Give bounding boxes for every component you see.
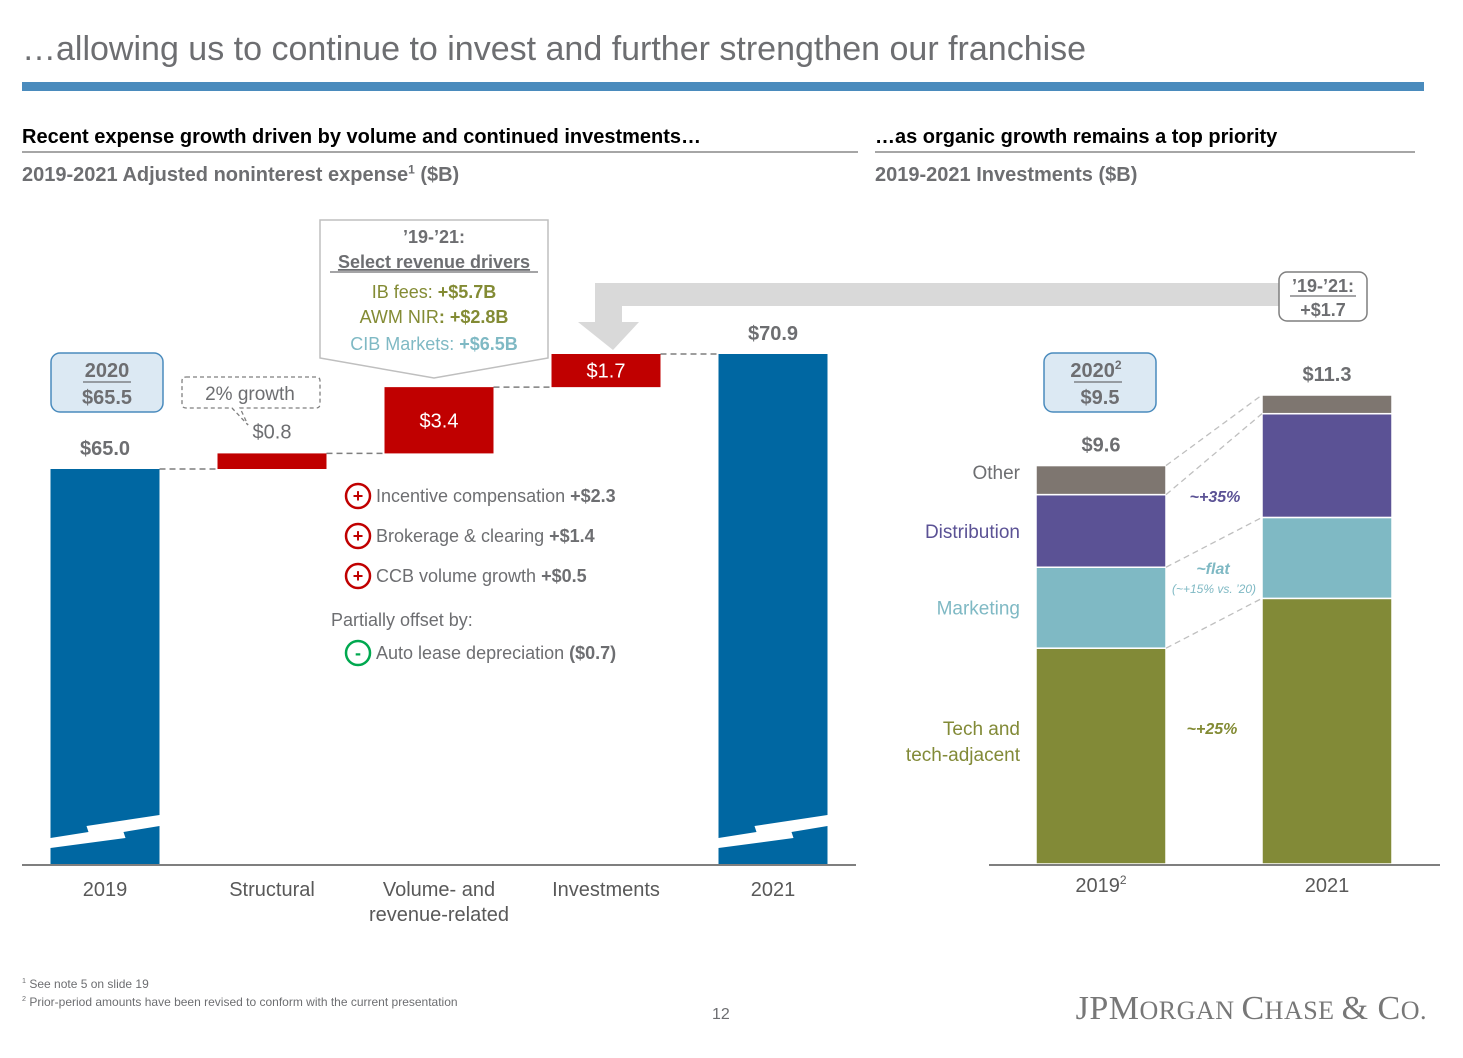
sign-glyph: - — [355, 643, 361, 663]
stack-connector — [1165, 413, 1263, 496]
annotation-tech-growth: ~+25% — [1187, 721, 1238, 738]
sign-glyph: + — [353, 566, 364, 586]
legend-label: Marketing — [937, 599, 1020, 620]
legend-label: Tech and — [943, 719, 1020, 740]
waterfall-bar-3 — [551, 354, 661, 388]
minus-circle-icon — [344, 639, 372, 667]
annotation-distribution-growth: ~+35% — [1190, 489, 1241, 506]
annotation-marketing-vs-2020: (~+15% vs. ’20) — [1172, 582, 1256, 596]
driver-item: Incentive compensation +$2.3 — [376, 486, 616, 506]
waterfall-chart: $65.0 2019 $0.8 Structural $3.4 Volume- and re… — [22, 323, 856, 926]
page-number: 12 — [712, 1006, 730, 1023]
waterfall-category-label: 2019 — [83, 879, 128, 901]
connector-arrow — [578, 283, 1280, 350]
legend-label: Other — [972, 463, 1020, 484]
delta-period: ’19-’21: — [1292, 276, 1354, 296]
callout-2020-expense: 2020 $65.5 — [50, 352, 164, 413]
callout-period: ’19-’21: — [403, 227, 465, 247]
stack-segment-distribution — [1035, 493, 1167, 568]
right-heading-rule — [875, 151, 1415, 153]
axis-break-mark — [50, 815, 160, 848]
waterfall-category-label: Volume- and — [383, 879, 495, 901]
waterfall-data-label: $1.7 — [587, 361, 626, 383]
callout-item-ib-fees: IB fees: +$5.7B — [372, 282, 497, 302]
waterfall-bar-0 — [50, 469, 160, 864]
waterfall-bar-1 — [217, 453, 327, 469]
plus-circle-icon — [344, 522, 372, 550]
waterfall-bar-2 — [384, 387, 494, 454]
driver-item: Brokerage & clearing +$1.4 — [376, 526, 595, 546]
waterfall-data-label: $65.0 — [80, 438, 130, 460]
stack-segment-tech-and-tech-adjacent — [1261, 597, 1393, 865]
growth-callout-text: 2% growth — [205, 384, 295, 405]
left-chart-subtitle: 2019-2021 Adjusted noninterest expense1 … — [22, 162, 460, 187]
legend-label: Distribution — [925, 522, 1020, 543]
waterfall-category-label: Structural — [229, 879, 315, 901]
callout-2020-year-right: 20202 — [1070, 358, 1122, 382]
stack-segment-marketing — [1035, 566, 1167, 649]
offset-label: Partially offset by: — [331, 610, 473, 630]
waterfall-category-label: 2021 — [751, 879, 796, 901]
driver-item: CCB volume growth +$0.5 — [376, 566, 587, 586]
callout-item-cib-markets: CIB Markets: +$6.5B — [350, 334, 518, 354]
callout-2020-value-right: $9.5 — [1081, 387, 1120, 409]
waterfall-bar-4 — [718, 354, 828, 864]
company-logo: JPMORGAN CHASE & CO. — [1075, 990, 1427, 1027]
callout-2020-year: 2020 — [85, 360, 130, 382]
stack-segment-distribution — [1261, 412, 1393, 519]
stack-segment-marketing — [1261, 516, 1393, 600]
expense-drivers-list: + Incentive compensation +$2.3 + Brokerage … — [331, 482, 616, 667]
stack-total-label: $11.3 — [1303, 364, 1352, 386]
callout-2020-investments: 20202 $9.5 — [1043, 352, 1157, 413]
left-subtitle-unit: ($B) — [414, 164, 460, 186]
annotation-marketing-growth: ~flat — [1196, 561, 1230, 578]
waterfall-data-label: $3.4 — [420, 410, 459, 432]
investments-stacked-chart: $9.6 20192 $11.3 2021 Tech and tech-adjacent M… — [906, 364, 1440, 897]
delta-value: +$1.7 — [1300, 300, 1346, 320]
right-section-heading: …as organic growth remains a top priorit… — [875, 126, 1278, 148]
legend-label: tech-adjacent — [906, 745, 1021, 766]
slide-title: …allowing us to continue to invest and f… — [22, 30, 1087, 68]
title-rule — [22, 82, 1424, 91]
footnote-1: 1 See note 5 on slide 19 — [22, 976, 149, 991]
waterfall-category-label: revenue-related — [369, 904, 509, 926]
stack-segment-other — [1261, 394, 1393, 415]
plus-circle-icon — [344, 482, 372, 510]
stack-category-label: 20192 — [1075, 873, 1127, 897]
waterfall-data-label: $0.8 — [253, 421, 292, 443]
growth-callout: 2% growth — [181, 376, 321, 426]
waterfall-category-label: Investments — [552, 879, 660, 901]
stack-segment-other — [1035, 464, 1167, 496]
left-subtitle-text: 2019-2021 Adjusted noninterest expense — [22, 164, 409, 186]
stack-category-label: 2021 — [1305, 875, 1350, 897]
axis-break-mark — [718, 815, 828, 848]
sign-glyph: + — [353, 486, 364, 506]
callout-2020-value: $65.5 — [82, 387, 132, 409]
stack-total-label: $9.6 — [1082, 435, 1121, 457]
stack-segment-tech-and-tech-adjacent — [1035, 647, 1167, 865]
footnote-mark: 1 — [408, 162, 415, 177]
callout-title: Select revenue drivers — [338, 252, 530, 272]
delta-callout: ’19-’21: +$1.7 — [1278, 271, 1368, 322]
stack-connector — [1165, 516, 1263, 568]
stack-connector — [1165, 597, 1263, 649]
sign-glyph: + — [353, 526, 364, 546]
left-section-heading: Recent expense growth driven by volume a… — [22, 126, 702, 148]
footnote-2: 2 Prior-period amounts have been revised… — [22, 994, 458, 1009]
left-heading-rule — [22, 151, 858, 153]
callout-item-awm-nir: AWM NIR: +$2.8B — [360, 307, 509, 327]
right-chart-subtitle: 2019-2021 Investments ($B) — [875, 164, 1138, 186]
driver-item: Auto lease depreciation ($0.7) — [376, 643, 616, 663]
revenue-drivers-callout: ’19-’21: Select revenue drivers IB fees:… — [319, 219, 549, 379]
plus-circle-icon — [344, 562, 372, 590]
waterfall-data-label: $70.9 — [748, 323, 798, 345]
